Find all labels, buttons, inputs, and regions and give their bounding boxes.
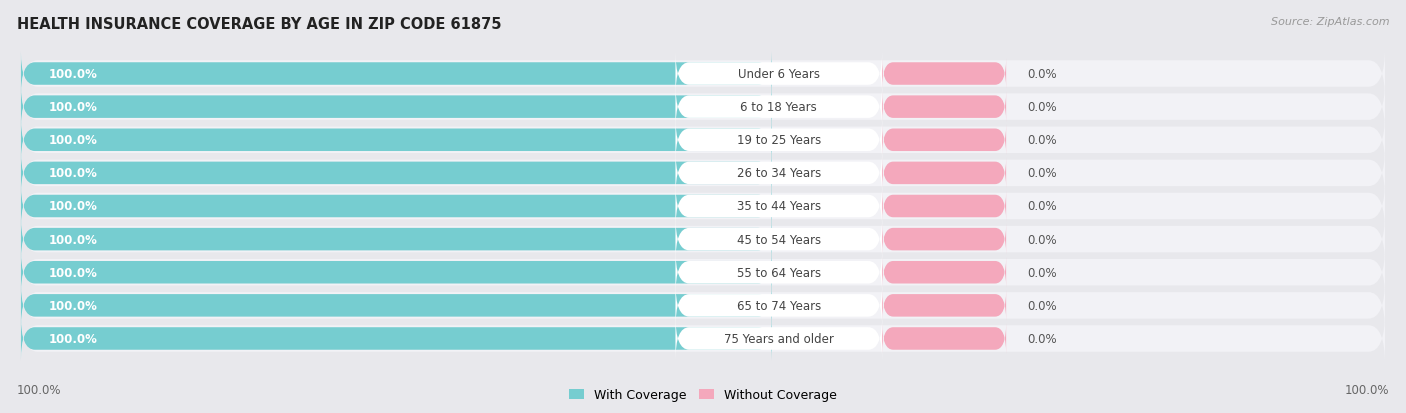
Text: 6 to 18 Years: 6 to 18 Years: [741, 101, 817, 114]
FancyBboxPatch shape: [21, 81, 1385, 134]
Text: 100.0%: 100.0%: [48, 134, 97, 147]
Text: Source: ZipAtlas.com: Source: ZipAtlas.com: [1271, 17, 1389, 26]
FancyBboxPatch shape: [21, 218, 772, 261]
FancyBboxPatch shape: [21, 246, 1385, 299]
Text: 100.0%: 100.0%: [17, 384, 62, 396]
FancyBboxPatch shape: [882, 191, 1007, 222]
Text: 0.0%: 0.0%: [1026, 332, 1056, 345]
FancyBboxPatch shape: [882, 290, 1007, 321]
FancyBboxPatch shape: [21, 147, 1385, 200]
Text: 0.0%: 0.0%: [1026, 233, 1056, 246]
FancyBboxPatch shape: [21, 317, 772, 361]
Text: 26 to 34 Years: 26 to 34 Years: [737, 167, 821, 180]
Text: HEALTH INSURANCE COVERAGE BY AGE IN ZIP CODE 61875: HEALTH INSURANCE COVERAGE BY AGE IN ZIP …: [17, 17, 502, 31]
Text: 100.0%: 100.0%: [48, 101, 97, 114]
Text: 100.0%: 100.0%: [1344, 384, 1389, 396]
Legend: With Coverage, Without Coverage: With Coverage, Without Coverage: [569, 388, 837, 401]
Text: 0.0%: 0.0%: [1026, 200, 1056, 213]
FancyBboxPatch shape: [21, 119, 772, 162]
FancyBboxPatch shape: [675, 152, 882, 195]
FancyBboxPatch shape: [21, 213, 1385, 266]
FancyBboxPatch shape: [21, 279, 1385, 332]
Text: 0.0%: 0.0%: [1026, 167, 1056, 180]
Text: 0.0%: 0.0%: [1026, 266, 1056, 279]
Text: 100.0%: 100.0%: [48, 266, 97, 279]
FancyBboxPatch shape: [882, 125, 1007, 156]
FancyBboxPatch shape: [675, 251, 882, 294]
FancyBboxPatch shape: [21, 251, 772, 294]
Text: 0.0%: 0.0%: [1026, 299, 1056, 312]
FancyBboxPatch shape: [21, 312, 1385, 365]
Text: 100.0%: 100.0%: [48, 233, 97, 246]
Text: 100.0%: 100.0%: [48, 200, 97, 213]
FancyBboxPatch shape: [21, 180, 1385, 233]
Text: 100.0%: 100.0%: [48, 167, 97, 180]
FancyBboxPatch shape: [882, 158, 1007, 189]
FancyBboxPatch shape: [882, 323, 1007, 354]
FancyBboxPatch shape: [21, 284, 772, 328]
FancyBboxPatch shape: [882, 59, 1007, 90]
Text: 45 to 54 Years: 45 to 54 Years: [737, 233, 821, 246]
Text: 0.0%: 0.0%: [1026, 134, 1056, 147]
Text: Under 6 Years: Under 6 Years: [738, 68, 820, 81]
Text: 19 to 25 Years: 19 to 25 Years: [737, 134, 821, 147]
FancyBboxPatch shape: [882, 224, 1007, 255]
Text: 100.0%: 100.0%: [48, 299, 97, 312]
FancyBboxPatch shape: [21, 48, 1385, 101]
FancyBboxPatch shape: [882, 92, 1007, 123]
Text: 100.0%: 100.0%: [48, 68, 97, 81]
FancyBboxPatch shape: [675, 52, 882, 96]
FancyBboxPatch shape: [675, 85, 882, 129]
FancyBboxPatch shape: [21, 85, 772, 129]
FancyBboxPatch shape: [675, 284, 882, 328]
FancyBboxPatch shape: [882, 257, 1007, 288]
FancyBboxPatch shape: [21, 114, 1385, 167]
Text: 35 to 44 Years: 35 to 44 Years: [737, 200, 821, 213]
FancyBboxPatch shape: [21, 52, 772, 96]
FancyBboxPatch shape: [675, 119, 882, 162]
Text: 0.0%: 0.0%: [1026, 101, 1056, 114]
Text: 75 Years and older: 75 Years and older: [724, 332, 834, 345]
Text: 55 to 64 Years: 55 to 64 Years: [737, 266, 821, 279]
Text: 100.0%: 100.0%: [48, 332, 97, 345]
FancyBboxPatch shape: [21, 185, 772, 228]
Text: 0.0%: 0.0%: [1026, 68, 1056, 81]
FancyBboxPatch shape: [675, 185, 882, 228]
FancyBboxPatch shape: [21, 152, 772, 195]
FancyBboxPatch shape: [675, 218, 882, 261]
Text: 65 to 74 Years: 65 to 74 Years: [737, 299, 821, 312]
FancyBboxPatch shape: [675, 317, 882, 361]
